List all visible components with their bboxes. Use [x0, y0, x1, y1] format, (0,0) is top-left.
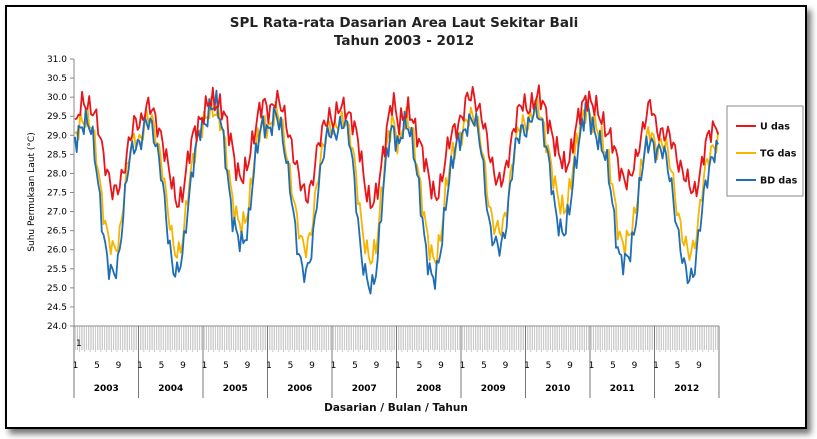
month-tick-label: 1 — [589, 361, 595, 371]
month-tick-label: 1 — [331, 361, 337, 371]
legend-label: U das — [760, 122, 790, 133]
legend-label: BD das — [760, 176, 798, 187]
year-tick-label: 2005 — [223, 384, 248, 394]
month-tick-label: 9 — [696, 361, 702, 371]
month-tick-label: 5 — [159, 361, 165, 371]
year-tick-label: 2010 — [545, 384, 570, 394]
y-tick-label: 27.5 — [47, 189, 67, 199]
y-tick-label: 30.0 — [47, 93, 67, 103]
y-tick-label: 24.5 — [47, 303, 67, 313]
month-tick-label: 9 — [632, 361, 638, 371]
y-tick-label: 25.5 — [47, 265, 67, 275]
y-tick-label: 26.5 — [47, 227, 67, 237]
year-tick-label: 2009 — [481, 384, 506, 394]
month-tick-label: 5 — [352, 361, 358, 371]
month-tick-label: 5 — [288, 361, 294, 371]
month-tick-label: 1 — [137, 361, 143, 371]
month-tick-label: 1 — [460, 361, 466, 371]
y-axis: 24.0 24.5 25.0 25.5 26.0 26.5 27.0 27.5 28.0 28.5… — [47, 55, 75, 332]
y-tick-label: 27.0 — [47, 208, 67, 218]
month-tick-label: 1 — [202, 361, 208, 371]
year-tick-label: 2007 — [352, 384, 377, 394]
year-tick-label: 2004 — [158, 384, 183, 394]
y-tick-label: 29.5 — [47, 112, 67, 122]
series-line-bd-das — [74, 89, 719, 295]
month-tick-label: 9 — [180, 361, 186, 371]
year-tick-label: 2012 — [674, 384, 699, 394]
legend: U das TG das BD das — [736, 122, 798, 187]
first-dasarian-label: 1 — [76, 339, 82, 349]
y-tick-label: 28.5 — [47, 150, 67, 160]
month-tick-label: 1 — [653, 361, 659, 371]
y-tick-label: 24.0 — [47, 322, 67, 332]
series-line-u-das — [74, 84, 719, 210]
year-tick-label: 2003 — [94, 384, 119, 394]
month-tick-label: 5 — [223, 361, 229, 371]
month-tick-label: 9 — [116, 361, 122, 371]
month-tick-label: 9 — [309, 361, 315, 371]
month-tick-label: 5 — [94, 361, 100, 371]
year-tick-label: 2006 — [287, 384, 312, 394]
y-tick-label: 25.0 — [47, 284, 67, 294]
year-tick-label: 2011 — [610, 384, 635, 394]
x-axis: 1 1 5 9 2003 1 5 9 2004 1 5 9 2005 1 5 9 2006 1 5 9 2007 1 5 9 2… — [73, 325, 720, 398]
month-tick-label: 5 — [481, 361, 487, 371]
chart-subtitle: Tahun 2003 - 2012 — [334, 33, 474, 49]
y-tick-label: 31.0 — [47, 55, 67, 65]
month-tick-label: 5 — [675, 361, 681, 371]
legend-label: TG das — [760, 149, 797, 160]
month-tick-label: 9 — [245, 361, 251, 371]
series-lines — [74, 84, 719, 295]
year-tick-label: 2008 — [416, 384, 441, 394]
month-tick-label: 5 — [417, 361, 423, 371]
month-tick-label: 1 — [524, 361, 530, 371]
month-tick-label: 9 — [567, 361, 573, 371]
month-tick-label: 5 — [610, 361, 616, 371]
y-axis-label: Suhu Permukaan Laut (°C) — [27, 132, 37, 251]
y-tick-label: 28.0 — [47, 169, 67, 179]
y-tick-label: 29.0 — [47, 131, 67, 141]
month-tick-label: 9 — [438, 361, 444, 371]
month-tick-label: 1 — [395, 361, 401, 371]
month-tick-label: 5 — [546, 361, 552, 371]
y-tick-label: 30.5 — [47, 74, 67, 84]
month-tick-label: 1 — [73, 361, 79, 371]
x-axis-label: Dasarian / Bulan / Tahun — [324, 402, 468, 414]
month-tick-label: 9 — [374, 361, 380, 371]
y-tick-label: 26.0 — [47, 246, 67, 256]
chart-title: SPL Rata-rata Dasarian Area Laut Sekitar… — [230, 15, 578, 31]
month-tick-label: 9 — [503, 361, 509, 371]
month-tick-label: 1 — [266, 361, 272, 371]
